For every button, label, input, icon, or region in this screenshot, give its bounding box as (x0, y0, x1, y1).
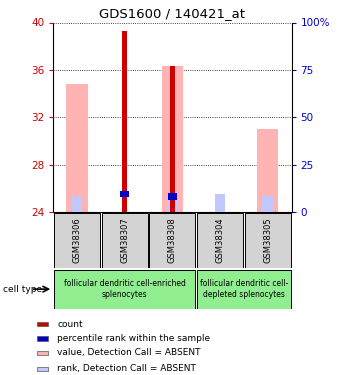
Text: value, Detection Call = ABSENT: value, Detection Call = ABSENT (57, 348, 201, 357)
Text: cell type: cell type (3, 285, 43, 294)
Bar (37, 367, 48, 371)
Bar (37, 336, 48, 340)
Bar (170, 66, 175, 212)
Bar (72, 196, 82, 212)
Bar (197, 213, 243, 268)
Bar (197, 270, 291, 309)
Text: follicular dendritic cell-
depleted splenocytes: follicular dendritic cell- depleted sple… (200, 279, 288, 299)
Text: rank, Detection Call = ABSENT: rank, Detection Call = ABSENT (57, 364, 196, 374)
Text: GSM38304: GSM38304 (215, 217, 225, 263)
Bar (262, 196, 273, 212)
Bar (122, 31, 127, 212)
Bar (54, 270, 196, 309)
Bar (120, 191, 129, 197)
Text: percentile rank within the sample: percentile rank within the sample (57, 334, 211, 343)
Bar (245, 213, 291, 268)
Bar (54, 213, 100, 268)
Bar (257, 129, 279, 212)
Bar (37, 351, 48, 355)
Bar (215, 194, 225, 212)
Bar (102, 213, 148, 268)
Text: GSM38307: GSM38307 (120, 217, 129, 263)
Text: GSM38305: GSM38305 (263, 217, 272, 263)
Bar (37, 322, 48, 326)
Text: follicular dendritic cell-enriched
splenocytes: follicular dendritic cell-enriched splen… (64, 279, 186, 299)
Bar (168, 193, 177, 200)
Bar (66, 84, 88, 212)
Title: GDS1600 / 140421_at: GDS1600 / 140421_at (99, 7, 245, 20)
Bar (162, 66, 183, 212)
Text: GSM38308: GSM38308 (168, 217, 177, 263)
Text: count: count (57, 320, 83, 329)
Text: GSM38306: GSM38306 (72, 217, 82, 263)
Bar (149, 213, 196, 268)
Bar (167, 198, 178, 212)
